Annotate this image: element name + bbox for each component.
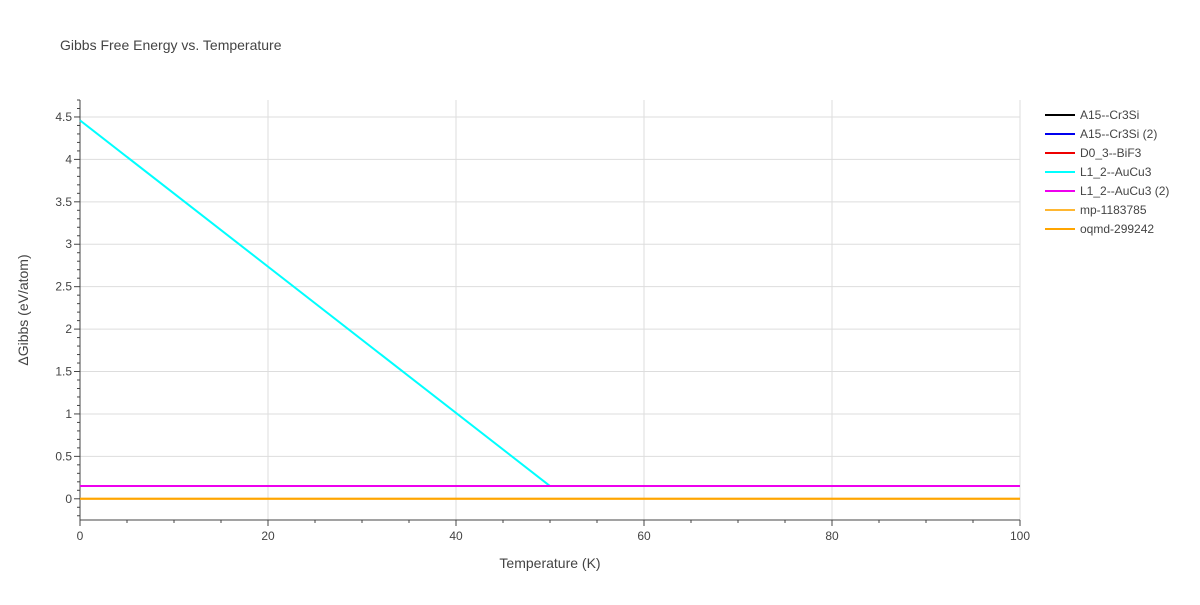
legend-item[interactable]: oqmd-299242 <box>1045 222 1154 236</box>
y-tick-label: 0.5 <box>55 449 72 463</box>
legend-label: L1_2--AuCu3 <box>1080 165 1152 179</box>
y-tick-label: 3 <box>65 237 72 251</box>
y-tick-label: 0 <box>65 492 72 506</box>
legend-label: D0_3--BiF3 <box>1080 146 1142 160</box>
x-tick-label: 40 <box>449 529 463 543</box>
y-tick-label: 2.5 <box>55 280 72 294</box>
legend-item[interactable]: A15--Cr3Si (2) <box>1045 127 1157 141</box>
legend-item[interactable]: D0_3--BiF3 <box>1045 146 1142 160</box>
x-tick-label: 20 <box>261 529 275 543</box>
y-tick-label: 1.5 <box>55 365 72 379</box>
legend-label: L1_2--AuCu3 (2) <box>1080 184 1169 198</box>
legend[interactable]: A15--Cr3Si A15--Cr3Si (2) D0_3--BiF3 L1_2--… <box>1045 108 1169 236</box>
series-line-l1-2-aucu3 <box>79 119 551 487</box>
legend-label: oqmd-299242 <box>1080 222 1154 236</box>
legend-label: A15--Cr3Si <box>1080 108 1139 122</box>
x-tick-label: 80 <box>825 529 839 543</box>
legend-item[interactable]: L1_2--AuCu3 (2) <box>1045 184 1169 198</box>
legend-label: mp-1183785 <box>1080 203 1147 217</box>
x-tick-label: 0 <box>77 529 84 543</box>
y-tick-label: 2 <box>65 322 72 336</box>
grid <box>80 100 1021 520</box>
axes: 0 20 40 60 80 100 0 0.5 1 1.5 2 2.5 3 3.5 4 4.5 <box>55 99 1030 543</box>
legend-item[interactable]: L1_2--AuCu3 <box>1045 165 1152 179</box>
chart-title: Gibbs Free Energy vs. Temperature <box>60 37 282 53</box>
x-tick-label: 100 <box>1010 529 1030 543</box>
x-tick-label: 60 <box>637 529 651 543</box>
legend-label: A15--Cr3Si (2) <box>1080 127 1157 141</box>
legend-item[interactable]: A15--Cr3Si <box>1045 108 1139 122</box>
y-tick-label: 4 <box>65 152 72 166</box>
y-tick-label: 3.5 <box>55 195 72 209</box>
legend-item[interactable]: mp-1183785 <box>1045 203 1147 217</box>
y-axis-label: ΔGibbs (eV/atom) <box>15 254 31 365</box>
y-tick-label: 4.5 <box>55 110 72 124</box>
y-tick-label: 1 <box>65 407 72 421</box>
plot-area <box>79 119 1020 500</box>
x-axis-label: Temperature (K) <box>499 555 600 571</box>
